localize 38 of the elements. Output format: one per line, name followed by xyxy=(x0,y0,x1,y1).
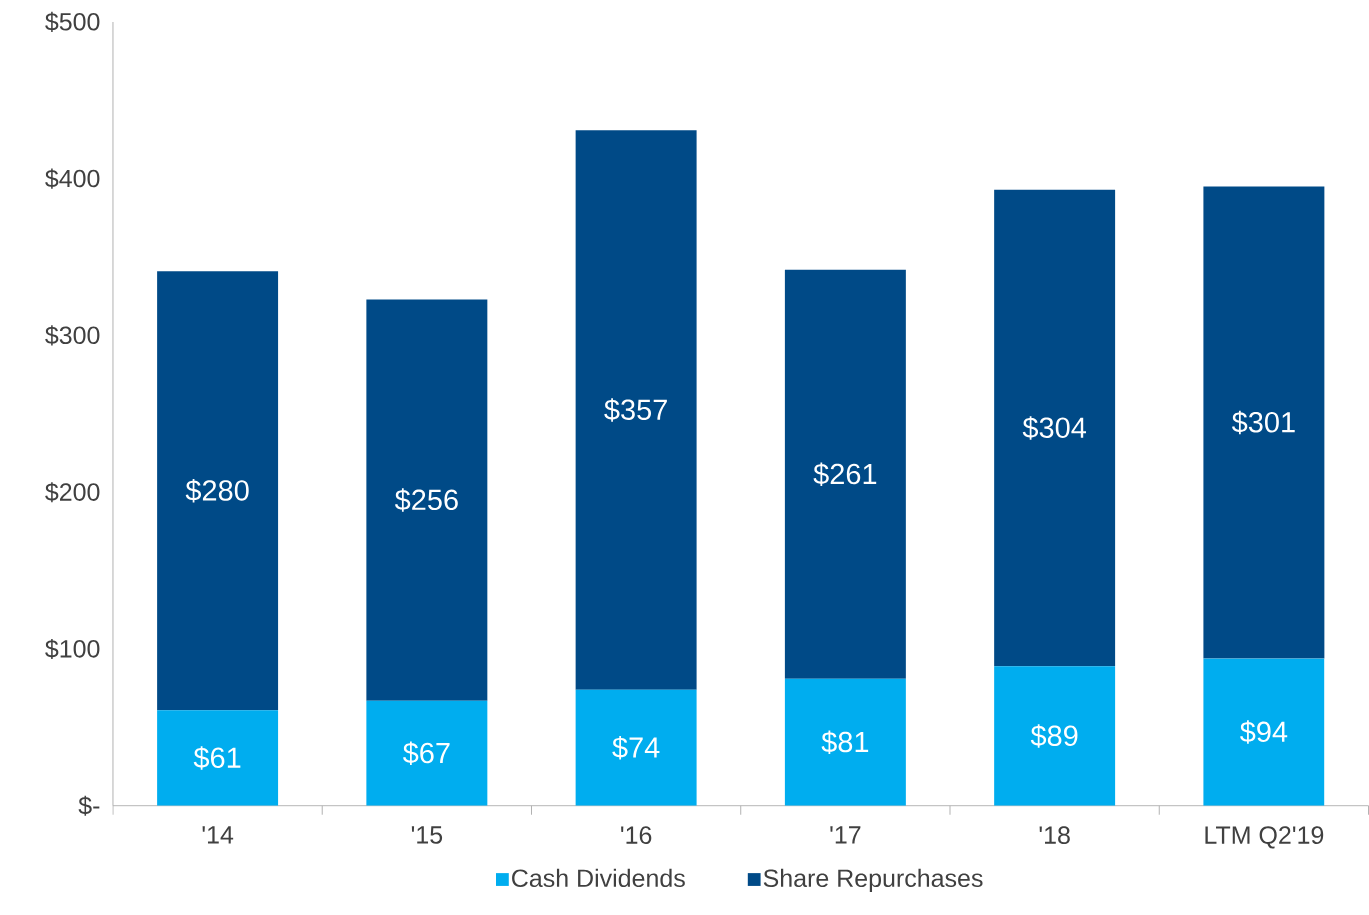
bar xyxy=(1203,658,1325,806)
bar xyxy=(994,666,1116,806)
legend-label: Share Repurchases xyxy=(763,868,983,893)
x-tick-label: '16 xyxy=(621,826,652,845)
data-label: $81 xyxy=(821,730,869,755)
data-label: $94 xyxy=(1240,720,1288,744)
data-label: $280 xyxy=(185,479,249,503)
bar xyxy=(157,271,279,711)
data-label: $89 xyxy=(1030,724,1078,748)
bar xyxy=(366,700,488,806)
y-tick-label: $300 xyxy=(45,325,100,346)
bar xyxy=(366,299,488,701)
x-tick-label: '17 xyxy=(830,826,861,844)
data-label: $256 xyxy=(394,488,458,512)
data-label: $67 xyxy=(402,741,450,766)
bar xyxy=(784,678,906,806)
x-tick-label: '14 xyxy=(202,826,234,844)
data-label: $357 xyxy=(604,398,667,422)
bar xyxy=(994,189,1116,667)
y-tick-label: $200 xyxy=(45,482,100,503)
x-tick-label: '15 xyxy=(411,826,443,844)
bar xyxy=(1203,186,1325,659)
data-label: $261 xyxy=(813,462,877,487)
y-tick-label: $400 xyxy=(45,168,100,189)
x-tick-label: '18 xyxy=(1039,826,1070,845)
data-label: $304 xyxy=(1022,416,1087,440)
legend-label: Cash Dividends xyxy=(512,868,685,888)
bar xyxy=(157,710,279,806)
y-tick-label: $- xyxy=(78,795,100,817)
bar xyxy=(575,130,697,690)
y-tick-label: $500 xyxy=(45,12,100,33)
bar xyxy=(784,269,906,679)
x-tick-label: LTM Q2'19 xyxy=(1205,826,1324,849)
data-label: $74 xyxy=(612,736,660,760)
y-tick-label: $100 xyxy=(45,639,100,660)
data-label: $61 xyxy=(193,746,241,770)
bar xyxy=(575,689,697,806)
data-label: $301 xyxy=(1231,410,1295,435)
